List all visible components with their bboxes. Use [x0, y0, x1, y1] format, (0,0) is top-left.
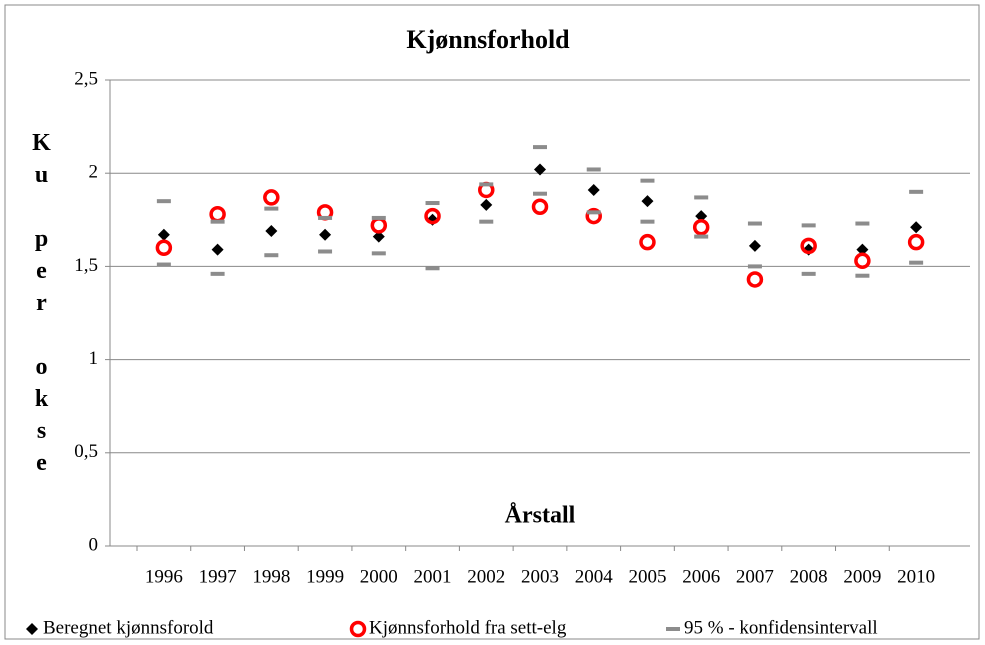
- y-tick-label: 2,5: [74, 68, 98, 89]
- x-tick-label: 1998: [252, 566, 290, 587]
- x-tick-label: 2009: [843, 566, 881, 587]
- dash-marker: [425, 266, 440, 271]
- dash-marker: [533, 145, 547, 150]
- y-axis-label: Ku per okse: [28, 130, 54, 482]
- dash-marker: [694, 195, 709, 200]
- y-tick-label: 1,5: [74, 255, 98, 276]
- dash-marker: [640, 219, 655, 224]
- x-axis-label: Årstall: [505, 503, 576, 529]
- circle-marker: [692, 219, 710, 236]
- x-tick-label: 2010: [897, 566, 935, 587]
- diamond-marker: [157, 228, 170, 241]
- dash-marker: [264, 253, 279, 258]
- chart-title: Kjønnsforhold: [406, 25, 570, 54]
- circle-marker: [639, 233, 656, 251]
- x-tick-label: 2001: [414, 566, 452, 587]
- dash-marker: [318, 249, 333, 254]
- dash-marker: [801, 271, 816, 276]
- x-tick-label: 2006: [682, 566, 720, 587]
- legend-marker: [26, 623, 38, 635]
- y-tick-label: 0: [89, 534, 99, 555]
- y-tick-label: 2: [89, 162, 99, 183]
- dash-marker: [855, 273, 870, 278]
- legend-label: 95 % - konfidensintervall: [684, 617, 878, 638]
- dash-marker: [747, 264, 762, 269]
- x-tick-label: 2004: [575, 566, 614, 587]
- dash-marker: [909, 189, 924, 194]
- dash-marker: [694, 234, 709, 239]
- diamond-marker: [372, 230, 385, 243]
- legend-marker: [666, 627, 680, 631]
- dash-marker: [210, 271, 225, 276]
- dash-marker: [425, 201, 440, 206]
- circle-marker: [800, 237, 817, 255]
- diamond-marker: [910, 221, 923, 234]
- circle-marker: [531, 198, 549, 216]
- diamond-marker: [265, 224, 278, 237]
- dash-marker: [479, 182, 494, 187]
- diamond-marker: [641, 195, 654, 208]
- diamond-marker: [211, 243, 224, 256]
- circle-marker: [263, 189, 280, 206]
- x-tick-label: 2000: [360, 566, 398, 587]
- dash-marker: [640, 178, 655, 183]
- dash-marker: [479, 219, 494, 224]
- dash-marker: [318, 215, 333, 220]
- dash-marker: [264, 206, 279, 211]
- diamond-marker: [748, 239, 761, 252]
- dash-marker: [210, 219, 225, 224]
- dash-marker: [371, 215, 386, 220]
- diamond-marker: [587, 183, 600, 196]
- y-tick-label: 0,5: [74, 441, 98, 462]
- chart-border: [4, 4, 980, 640]
- legend-label: Beregnet kjønnsforold: [43, 617, 214, 638]
- diamond-marker: [480, 198, 493, 211]
- x-tick-label: 2008: [790, 566, 828, 587]
- y-tick-label: 1: [89, 348, 99, 369]
- dash-marker: [156, 262, 171, 267]
- dash-marker: [586, 210, 601, 215]
- dash-marker: [855, 221, 870, 226]
- dash-marker: [586, 167, 601, 172]
- x-tick-label: 2007: [736, 566, 774, 587]
- diamond-marker: [856, 243, 869, 256]
- x-tick-label: 1996: [145, 566, 183, 587]
- diamond-marker: [319, 228, 332, 241]
- circle-marker: [585, 207, 602, 225]
- dash-marker: [371, 251, 386, 256]
- x-tick-label: 1997: [199, 566, 237, 587]
- circle-marker: [746, 271, 764, 288]
- dash-marker: [747, 221, 762, 226]
- x-tick-label: 1999: [306, 566, 344, 587]
- dash-marker: [909, 260, 924, 265]
- circle-marker: [854, 252, 871, 270]
- circle-marker: [907, 233, 925, 251]
- diamond-marker: [695, 210, 708, 223]
- legend-label: Kjønnsforhold fra sett-elg: [369, 617, 567, 638]
- legend-marker: [349, 620, 367, 638]
- x-tick-label: 2003: [521, 566, 559, 587]
- x-tick-label: 2005: [628, 566, 666, 587]
- dash-marker: [533, 191, 547, 196]
- circle-marker: [155, 239, 173, 257]
- diamond-marker: [534, 163, 546, 176]
- dash-marker: [156, 199, 171, 204]
- dash-marker: [801, 223, 816, 228]
- circle-marker: [424, 207, 441, 225]
- x-tick-label: 2002: [467, 566, 505, 587]
